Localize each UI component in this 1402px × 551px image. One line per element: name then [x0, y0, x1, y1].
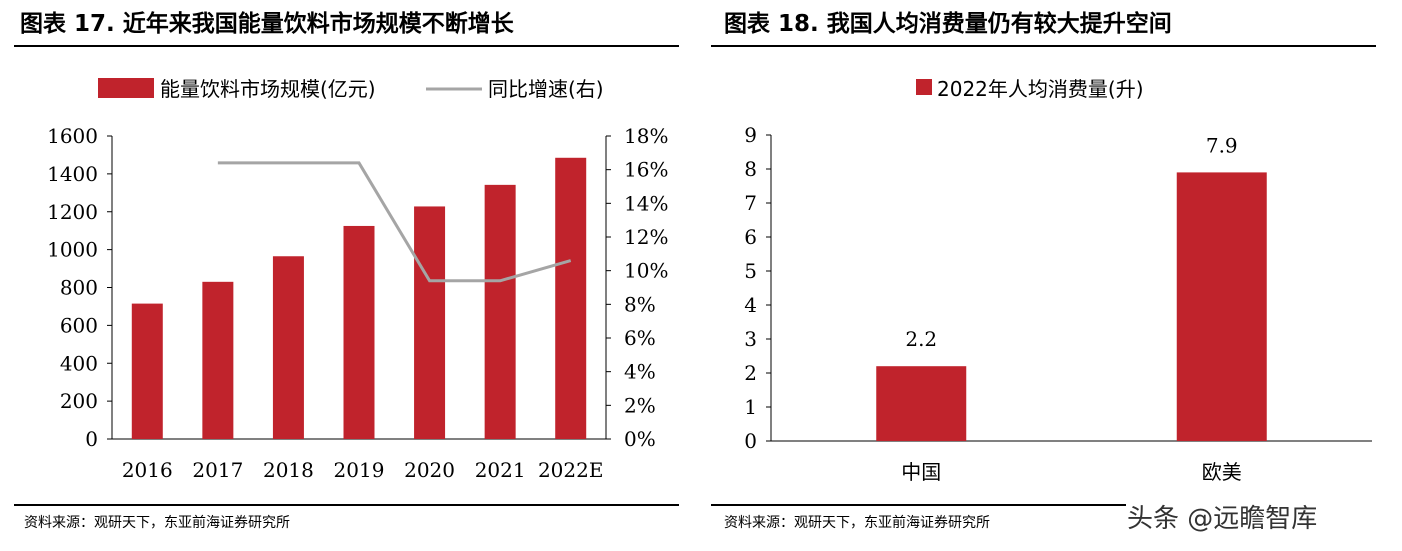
x-tick-label: 中国 — [901, 460, 941, 484]
bar — [1176, 172, 1267, 441]
left-tick-label: 3 — [744, 327, 757, 351]
right-tick-label: 4% — [624, 360, 656, 384]
left-tick-label: 0 — [744, 429, 757, 453]
left-tick-label: 6 — [744, 225, 757, 249]
chart1-title: 图表 17. 近年来我国能量饮料市场规模不断增长 — [20, 11, 514, 37]
chart2-title: 图表 18. 我国人均消费量仍有较大提升空间 — [724, 11, 1172, 37]
legend-bar-label: 2022年人均消费量(升) — [937, 77, 1144, 101]
x-tick-label: 2018 — [263, 458, 314, 482]
data-label: 7.9 — [1206, 133, 1238, 157]
left-tick-label: 200 — [60, 389, 98, 413]
x-tick-label: 欧美 — [1202, 460, 1242, 484]
x-tick-label: 2020 — [404, 458, 455, 482]
x-tick-label: 2021 — [475, 458, 526, 482]
bar — [202, 281, 234, 439]
right-tick-label: 10% — [624, 259, 668, 283]
legend-bar-swatch — [98, 78, 154, 98]
left-tick-label: 1 — [744, 395, 757, 419]
chart2-title-rule — [711, 45, 1376, 47]
right-tick-label: 12% — [624, 225, 668, 249]
data-label: 2.2 — [905, 327, 937, 351]
bar — [131, 303, 163, 439]
left-tick-label: 4 — [744, 293, 757, 317]
left-tick-label: 1000 — [47, 238, 98, 262]
left-tick-label: 8 — [744, 157, 757, 181]
right-tick-label: 0% — [624, 427, 656, 451]
right-tick-label: 16% — [624, 158, 668, 182]
legend-bar-swatch — [916, 79, 932, 95]
bar — [555, 157, 587, 439]
left-tick-label: 600 — [60, 313, 98, 337]
bar — [484, 184, 516, 439]
x-tick-label: 2016 — [122, 458, 173, 482]
growth-line — [217, 161, 572, 283]
chart2-source: 资料来源：观研天下，东亚前海证券研究所 — [724, 515, 990, 531]
legend-line-label: 同比增速(右) — [488, 77, 604, 101]
left-tick-label: 0 — [85, 427, 98, 451]
x-tick-label: 2019 — [334, 458, 385, 482]
chart2-source-rule — [711, 504, 1126, 506]
left-tick-label: 1200 — [47, 200, 98, 224]
bar — [343, 225, 375, 439]
legend-bar-label: 能量饮料市场规模(亿元) — [160, 77, 376, 101]
chart1-title-rule — [14, 45, 679, 47]
watermark: 头条 @远瞻智库 — [1127, 504, 1318, 534]
left-tick-label: 1600 — [47, 124, 98, 148]
left-tick-label: 9 — [744, 123, 757, 147]
chart1-source-rule — [14, 504, 679, 506]
right-tick-label: 18% — [624, 124, 668, 148]
left-tick-label: 800 — [60, 276, 98, 300]
bar — [414, 206, 446, 439]
left-tick-label: 5 — [744, 259, 757, 283]
x-tick-label: 2017 — [192, 458, 243, 482]
right-tick-label: 8% — [624, 292, 656, 316]
chart1-source: 资料来源：观研天下，东亚前海证券研究所 — [24, 515, 290, 531]
left-tick-label: 2 — [744, 361, 757, 385]
x-tick-label: 2022E — [538, 458, 604, 482]
bar — [876, 366, 967, 441]
left-tick-label: 400 — [60, 351, 98, 375]
left-tick-label: 7 — [744, 191, 757, 215]
right-tick-label: 2% — [624, 393, 656, 417]
bar — [272, 256, 304, 439]
right-tick-label: 6% — [624, 326, 656, 350]
right-tick-label: 14% — [624, 191, 668, 215]
left-tick-label: 1400 — [47, 162, 98, 186]
